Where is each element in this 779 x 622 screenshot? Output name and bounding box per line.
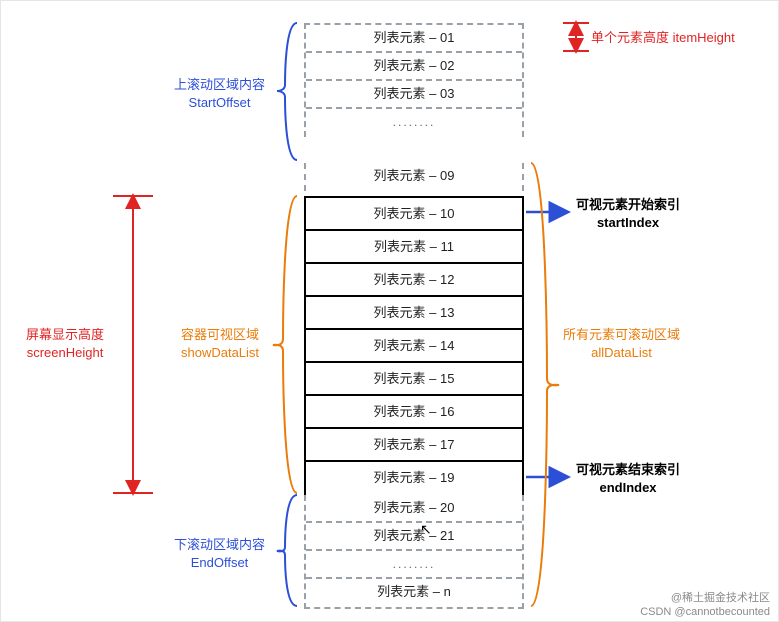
- item-height-label: 单个元素高度 itemHeight: [591, 29, 735, 47]
- list-item: 列表元素 – 03: [306, 81, 522, 109]
- start-index-label: 可视元素开始索引startIndex: [576, 196, 680, 232]
- top-scroll-region: 列表元素 – 01 列表元素 – 02 列表元素 – 03 ........: [304, 23, 524, 137]
- end-offset-label: 下滚动区域内容EndOffset: [174, 536, 265, 572]
- visible-item: 列表元素 – 19: [306, 462, 522, 495]
- show-data-label: 容器可视区域showDataList: [181, 326, 259, 362]
- end-index-label: 可视元素结束索引endIndex: [576, 461, 680, 497]
- list-item: 列表元素 – 09: [306, 163, 522, 191]
- visible-item: 列表元素 – 17: [306, 429, 522, 462]
- visible-item: 列表元素 – 12: [306, 264, 522, 297]
- brace-all-data: [531, 163, 559, 606]
- watermark: @稀土掘金技术社区CSDN @cannotbecounted: [640, 591, 770, 619]
- list-item: 列表元素 – 02: [306, 53, 522, 81]
- brace-show-data: [273, 196, 297, 493]
- list-item: 列表元素 – 20: [306, 495, 522, 523]
- pre-visible-region: 列表元素 – 09: [304, 163, 524, 191]
- visible-item: 列表元素 – 14: [306, 330, 522, 363]
- brace-start-offset: [277, 23, 297, 160]
- all-data-label: 所有元素可滚动区域allDataList: [563, 326, 680, 362]
- brace-end-offset: [277, 495, 297, 606]
- visible-item: 列表元素 – 13: [306, 297, 522, 330]
- list-ellipsis: ........: [306, 551, 522, 579]
- bottom-scroll-region: 列表元素 – 20 列表元素 – 21 ........ 列表元素 – n: [304, 495, 524, 609]
- diagram-canvas: 列表元素 – 01 列表元素 – 02 列表元素 – 03 ........ 列…: [0, 0, 779, 622]
- list-item: 列表元素 – 21: [306, 523, 522, 551]
- screen-height-label: 屏幕显示高度screenHeight: [26, 326, 104, 362]
- list-ellipsis: ........: [306, 109, 522, 137]
- list-item: 列表元素 – 01: [306, 25, 522, 53]
- visible-item: 列表元素 – 16: [306, 396, 522, 429]
- visible-item: 列表元素 – 15: [306, 363, 522, 396]
- visible-item: 列表元素 – 10: [306, 198, 522, 231]
- list-item: 列表元素 – n: [306, 579, 522, 607]
- start-offset-label: 上滚动区域内容StartOffset: [174, 76, 265, 112]
- visible-item: 列表元素 – 11: [306, 231, 522, 264]
- visible-region: 列表元素 – 10 列表元素 – 11 列表元素 – 12 列表元素 – 13 …: [304, 196, 524, 497]
